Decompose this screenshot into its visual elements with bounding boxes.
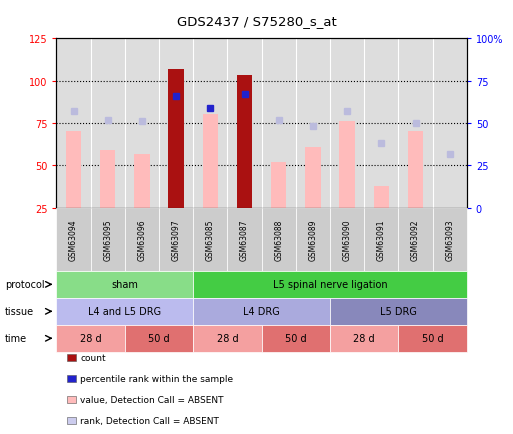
Text: GSM63088: GSM63088 bbox=[274, 219, 283, 260]
Bar bbox=[66, 132, 81, 208]
Text: GSM63097: GSM63097 bbox=[172, 219, 181, 260]
Bar bbox=[305, 148, 321, 208]
Text: 50 d: 50 d bbox=[285, 334, 307, 343]
Text: 50 d: 50 d bbox=[148, 334, 170, 343]
Text: 28 d: 28 d bbox=[353, 334, 375, 343]
Text: L4 DRG: L4 DRG bbox=[243, 307, 280, 316]
Bar bbox=[237, 76, 252, 208]
Text: GSM63085: GSM63085 bbox=[206, 219, 215, 260]
Bar bbox=[203, 115, 218, 208]
Text: percentile rank within the sample: percentile rank within the sample bbox=[80, 374, 233, 383]
Text: GSM63089: GSM63089 bbox=[308, 219, 318, 260]
Text: 28 d: 28 d bbox=[80, 334, 102, 343]
Text: rank, Detection Call = ABSENT: rank, Detection Call = ABSENT bbox=[80, 416, 219, 424]
Text: GDS2437 / S75280_s_at: GDS2437 / S75280_s_at bbox=[176, 15, 337, 28]
Text: time: time bbox=[5, 334, 27, 343]
Text: protocol: protocol bbox=[5, 280, 45, 289]
Bar bbox=[408, 132, 423, 208]
Text: GSM63091: GSM63091 bbox=[377, 219, 386, 260]
Text: GSM63095: GSM63095 bbox=[103, 219, 112, 260]
Text: GSM63087: GSM63087 bbox=[240, 219, 249, 260]
Text: GSM63093: GSM63093 bbox=[445, 219, 454, 260]
Text: 50 d: 50 d bbox=[422, 334, 443, 343]
Text: sham: sham bbox=[111, 280, 139, 289]
Bar bbox=[168, 69, 184, 208]
Text: GSM63094: GSM63094 bbox=[69, 219, 78, 260]
Text: GSM63090: GSM63090 bbox=[343, 219, 351, 260]
Text: L5 DRG: L5 DRG bbox=[380, 307, 417, 316]
Text: value, Detection Call = ABSENT: value, Detection Call = ABSENT bbox=[80, 395, 224, 404]
Bar bbox=[340, 122, 355, 208]
Text: count: count bbox=[80, 353, 106, 362]
Text: GSM63092: GSM63092 bbox=[411, 219, 420, 260]
Text: L4 and L5 DRG: L4 and L5 DRG bbox=[88, 307, 162, 316]
Bar bbox=[134, 154, 150, 208]
Text: GSM63096: GSM63096 bbox=[137, 219, 146, 260]
Bar bbox=[271, 163, 286, 208]
Text: 28 d: 28 d bbox=[216, 334, 238, 343]
Text: L5 spinal nerve ligation: L5 spinal nerve ligation bbox=[273, 280, 387, 289]
Bar bbox=[100, 151, 115, 208]
Bar bbox=[373, 186, 389, 208]
Text: tissue: tissue bbox=[5, 307, 34, 316]
